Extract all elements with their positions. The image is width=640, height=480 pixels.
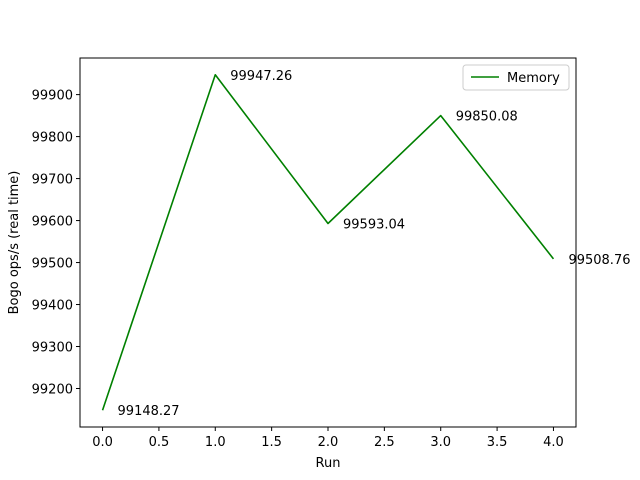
x-tick-label: 4.0 <box>543 435 564 450</box>
plot-area <box>79 57 577 428</box>
data-label: 99593.04 <box>343 217 405 232</box>
series-line-memory <box>101 73 555 411</box>
x-tick-label: 1.5 <box>261 435 282 450</box>
legend: Memory <box>462 64 570 91</box>
data-label: 99148.27 <box>118 404 180 419</box>
data-label: 99850.08 <box>456 110 518 125</box>
x-axis-label: Run <box>316 456 341 471</box>
x-tick-label: 3.0 <box>430 435 451 450</box>
data-label: 99947.26 <box>230 69 292 84</box>
x-tick-label: 2.0 <box>318 435 339 450</box>
y-axis-label: Bogo ops/s (real time) <box>7 171 22 315</box>
data-label: 99508.76 <box>568 253 630 268</box>
y-tick-label: 99500 <box>32 257 73 272</box>
x-tick-label: 3.5 <box>487 435 508 450</box>
x-tick-label: 2.5 <box>374 435 395 450</box>
y-tick-label: 99800 <box>32 131 73 146</box>
series-group <box>101 73 555 411</box>
y-tick-label: 99600 <box>32 215 73 230</box>
legend-box <box>462 64 570 91</box>
data-labels: 99148.27 99947.26 99593.04 99850.08 99508.76 <box>118 69 631 419</box>
x-axis: 0.0 0.5 1.0 1.5 2.0 2.5 3.0 3.5 4.0 <box>92 427 564 450</box>
x-tick-label: 0.5 <box>149 435 170 450</box>
legend-label: Memory <box>507 71 560 86</box>
y-tick-label: 99200 <box>32 383 73 398</box>
y-tick-label: 99900 <box>32 89 73 104</box>
y-tick-label: 99400 <box>32 299 73 314</box>
y-tick-label: 99300 <box>32 341 73 356</box>
plot-frame <box>79 57 577 428</box>
x-tick-label: 0.0 <box>92 435 113 450</box>
y-axis: 99200 99300 99400 99500 99600 99700 99800 99900 <box>32 89 80 398</box>
x-tick-label: 1.0 <box>205 435 226 450</box>
y-tick-label: 99700 <box>32 173 73 188</box>
